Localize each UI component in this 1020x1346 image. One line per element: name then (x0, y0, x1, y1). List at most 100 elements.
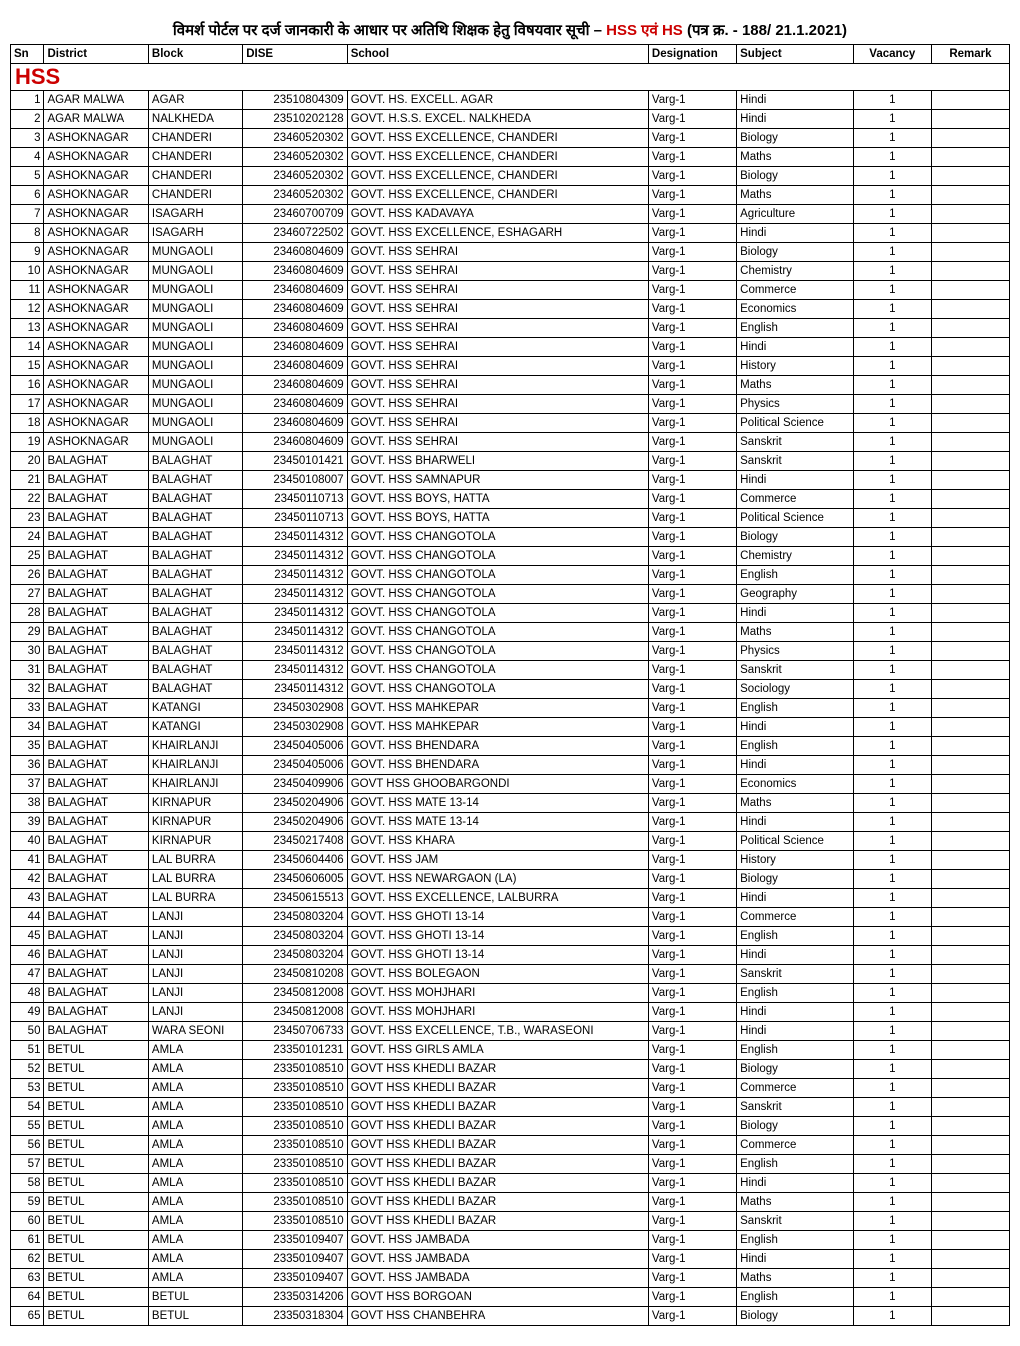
cell-designation: Varg-1 (648, 547, 736, 566)
cell-sn: 23 (11, 509, 44, 528)
cell-block: MUNGAOLI (148, 433, 242, 452)
cell-remark (931, 1060, 1009, 1079)
cell-subject: Hindi (737, 718, 854, 737)
vacancy-table: Sn District Block DISE School Designatio… (10, 44, 1010, 1326)
cell-remark (931, 376, 1009, 395)
cell-block: LANJI (148, 965, 242, 984)
cell-block: AMLA (148, 1041, 242, 1060)
cell-remark (931, 870, 1009, 889)
cell-school: GOVT. HSS BOYS, HATTA (347, 490, 648, 509)
cell-sn: 24 (11, 528, 44, 547)
table-row: 50BALAGHATWARA SEONI23450706733GOVT. HSS… (11, 1022, 1010, 1041)
cell-block: KATANGI (148, 699, 242, 718)
cell-vacancy: 1 (853, 528, 931, 547)
cell-subject: Biology (737, 243, 854, 262)
cell-subject: English (737, 1231, 854, 1250)
cell-designation: Varg-1 (648, 1060, 736, 1079)
cell-designation: Varg-1 (648, 851, 736, 870)
cell-dise: 23350108510 (243, 1174, 347, 1193)
cell-remark (931, 205, 1009, 224)
cell-dise: 23450409906 (243, 775, 347, 794)
cell-school: GOVT. HSS EXCELLENCE, ESHAGARH (347, 224, 648, 243)
cell-district: BETUL (44, 1250, 148, 1269)
table-row: 52BETULAMLA23350108510GOVT HSS KHEDLI BA… (11, 1060, 1010, 1079)
cell-vacancy: 1 (853, 908, 931, 927)
cell-sn: 25 (11, 547, 44, 566)
cell-designation: Varg-1 (648, 490, 736, 509)
cell-dise: 23460804609 (243, 300, 347, 319)
cell-subject: Biology (737, 1060, 854, 1079)
cell-sn: 36 (11, 756, 44, 775)
cell-block: MUNGAOLI (148, 395, 242, 414)
cell-designation: Varg-1 (648, 1136, 736, 1155)
cell-district: BALAGHAT (44, 1022, 148, 1041)
cell-remark (931, 794, 1009, 813)
cell-vacancy: 1 (853, 224, 931, 243)
cell-dise: 23450114312 (243, 547, 347, 566)
cell-designation: Varg-1 (648, 1041, 736, 1060)
cell-subject: Hindi (737, 110, 854, 129)
cell-remark (931, 1098, 1009, 1117)
cell-remark (931, 490, 1009, 509)
cell-sn: 39 (11, 813, 44, 832)
cell-remark (931, 433, 1009, 452)
table-row: 12ASHOKNAGARMUNGAOLI23460804609GOVT. HSS… (11, 300, 1010, 319)
cell-vacancy: 1 (853, 1060, 931, 1079)
table-row: 58BETULAMLA23350108510GOVT HSS KHEDLI BA… (11, 1174, 1010, 1193)
cell-school: GOVT. HSS MATE 13-14 (347, 813, 648, 832)
col-header-district: District (44, 45, 148, 64)
cell-sn: 31 (11, 661, 44, 680)
cell-vacancy: 1 (853, 870, 931, 889)
cell-remark (931, 300, 1009, 319)
cell-subject: Hindi (737, 1174, 854, 1193)
cell-dise: 23450302908 (243, 699, 347, 718)
cell-designation: Varg-1 (648, 395, 736, 414)
cell-block: AGAR (148, 91, 242, 110)
cell-vacancy: 1 (853, 1212, 931, 1231)
cell-district: ASHOKNAGAR (44, 357, 148, 376)
cell-vacancy: 1 (853, 395, 931, 414)
cell-school: GOVT. HSS EXCELLENCE, CHANDERI (347, 167, 648, 186)
cell-vacancy: 1 (853, 813, 931, 832)
cell-remark (931, 1174, 1009, 1193)
cell-remark (931, 1117, 1009, 1136)
cell-dise: 23350101231 (243, 1041, 347, 1060)
cell-vacancy: 1 (853, 889, 931, 908)
cell-district: BETUL (44, 1307, 148, 1326)
cell-sn: 20 (11, 452, 44, 471)
cell-dise: 23450615513 (243, 889, 347, 908)
table-row: 43BALAGHATLAL BURRA23450615513GOVT. HSS … (11, 889, 1010, 908)
cell-sn: 65 (11, 1307, 44, 1326)
cell-district: BALAGHAT (44, 965, 148, 984)
cell-sn: 47 (11, 965, 44, 984)
cell-remark (931, 91, 1009, 110)
table-row: 38BALAGHATKIRNAPUR23450204906GOVT. HSS M… (11, 794, 1010, 813)
cell-remark (931, 1041, 1009, 1060)
cell-subject: Political Science (737, 832, 854, 851)
cell-vacancy: 1 (853, 490, 931, 509)
cell-designation: Varg-1 (648, 984, 736, 1003)
cell-sn: 22 (11, 490, 44, 509)
cell-school: GOVT. HSS JAMBADA (347, 1231, 648, 1250)
cell-designation: Varg-1 (648, 699, 736, 718)
cell-school: GOVT. HSS BHENDARA (347, 737, 648, 756)
cell-block: LANJI (148, 927, 242, 946)
cell-designation: Varg-1 (648, 262, 736, 281)
cell-designation: Varg-1 (648, 452, 736, 471)
cell-subject: Hindi (737, 1250, 854, 1269)
cell-subject: Maths (737, 623, 854, 642)
cell-block: BALAGHAT (148, 547, 242, 566)
table-row: 2AGAR MALWANALKHEDA23510202128GOVT. H.S.… (11, 110, 1010, 129)
cell-remark (931, 737, 1009, 756)
cell-designation: Varg-1 (648, 1155, 736, 1174)
cell-vacancy: 1 (853, 471, 931, 490)
cell-vacancy: 1 (853, 1269, 931, 1288)
col-header-sn: Sn (11, 45, 44, 64)
cell-remark (931, 699, 1009, 718)
cell-sn: 21 (11, 471, 44, 490)
cell-dise: 23450204906 (243, 813, 347, 832)
cell-subject: Hindi (737, 1003, 854, 1022)
cell-block: AMLA (148, 1079, 242, 1098)
table-row: 31BALAGHATBALAGHAT23450114312GOVT. HSS C… (11, 661, 1010, 680)
cell-school: GOVT. HSS KHARA (347, 832, 648, 851)
